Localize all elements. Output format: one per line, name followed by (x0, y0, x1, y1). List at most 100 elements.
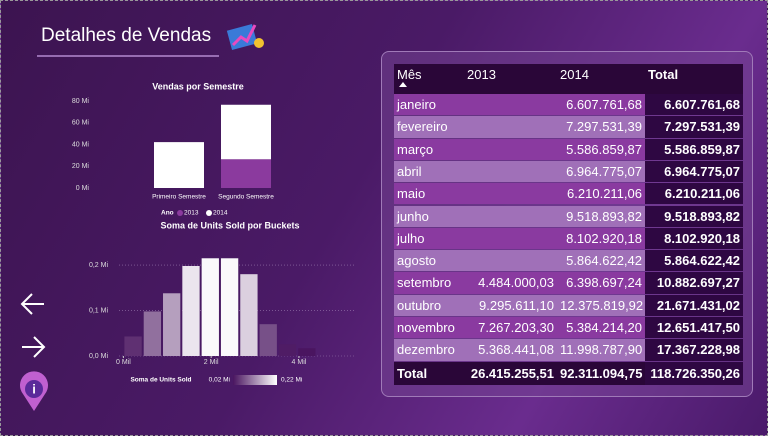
cell: 12.375.819,92 (557, 294, 645, 316)
cell: 9.295.611,10 (464, 294, 557, 316)
header-row: Mês 2013 2014 Total (394, 64, 755, 94)
legend-swatch (206, 210, 212, 216)
y-tick-label: 20 Mi (72, 163, 90, 170)
cell: 2014 (557, 64, 645, 94)
cell: 5.586.859,87 (645, 138, 743, 160)
legend-gradient (233, 375, 277, 385)
cell (464, 205, 557, 227)
cell (464, 94, 557, 116)
cell: 5.864.622,42 (645, 250, 743, 272)
cell: Total (394, 362, 464, 385)
cell: 8.102.920,18 (557, 227, 645, 250)
cell: 118.726.350,26 (645, 362, 743, 385)
x-tick-label: Primeiro Semestre (152, 194, 206, 201)
cell (464, 116, 557, 138)
bar-segment (221, 104, 271, 160)
histogram-bar (182, 266, 200, 356)
cell: 6.210.211,06 (645, 183, 743, 205)
info-button[interactable]: i (20, 371, 48, 411)
cell: 5.586.859,87 (557, 138, 645, 160)
cell: 11.998.787,90 (557, 339, 645, 361)
cell: 5.864.622,42 (557, 250, 645, 272)
legend-title: Ano (161, 210, 174, 217)
histogram-bar (220, 258, 239, 356)
histogram-bar (278, 344, 297, 356)
cell: 6.607.761,68 (645, 94, 743, 116)
cell: Total (645, 64, 743, 94)
cell: 9.518.893,82 (557, 205, 645, 227)
table-row: outubro 9.295.611,10 12.375.819,92 21.671.4… (394, 294, 755, 316)
legend-title: Soma de Units Sold (130, 377, 191, 384)
sales-table: Mês 2013 2014 Total janeiro 6.607.761,68 6.607… (381, 51, 753, 397)
cell: 12.651.417,50 (645, 317, 743, 339)
cell: 17.367.228,98 (645, 339, 743, 361)
cell: março (394, 138, 464, 160)
cell: 6.210.211,06 (557, 183, 645, 205)
histogram-bar (143, 311, 162, 356)
cell: 5.368.441,08 (464, 339, 557, 361)
chart-title: Soma de Units Sold por Buckets (160, 220, 299, 230)
page-title: Detalhes de Vendas (41, 25, 211, 46)
cell: 4.484.000,03 (464, 272, 557, 294)
cell: 6.607.761,68 (557, 94, 645, 116)
cell: setembro (394, 272, 464, 294)
table-row: setembro 4.484.000,03 6.398.697,24 10.882.6… (394, 272, 755, 294)
nav-back[interactable] (20, 293, 44, 315)
cell (464, 183, 557, 205)
cell: fevereiro (394, 116, 464, 138)
cell: abril (394, 160, 464, 183)
bar-segment (221, 159, 271, 188)
table-row: junho 9.518.893,82 9.518.893,82 (394, 205, 755, 227)
cell: Mês (394, 64, 464, 94)
cell: 8.102.920,18 (645, 227, 743, 250)
sort-arrow (399, 82, 407, 87)
cell: 6.398.697,24 (557, 272, 645, 294)
legend-label: 2013 (184, 210, 199, 217)
cell: junho (394, 205, 464, 227)
legend-label: 2014 (213, 210, 228, 217)
cell: 21.671.431,02 (645, 294, 743, 316)
y-tick-label: 0 Mi (76, 185, 90, 192)
nav-forward[interactable] (22, 336, 46, 358)
bar-segment (154, 142, 204, 188)
cell: 6.964.775,07 (557, 160, 645, 183)
legend-swatch (177, 210, 183, 216)
x-tick-label: 0 Mil (116, 359, 131, 366)
total-row: Total 26.415.255,51 92.311.094,75 118.726.3… (394, 362, 755, 385)
histogram-bar (124, 336, 142, 356)
chart-title: Vendas por Semestre (152, 81, 244, 91)
table-row: janeiro 6.607.761,68 6.607.761,68 (394, 94, 755, 116)
cell (464, 227, 557, 250)
table-row: maio 6.210.211,06 6.210.211,06 (394, 183, 755, 205)
x-tick-label: Segundo Semestre (218, 194, 274, 201)
cell: 7.267.203,30 (464, 317, 557, 339)
cell: 10.882.697,27 (645, 272, 743, 294)
histogram-bar (163, 293, 181, 356)
table-row: abril 6.964.775,07 6.964.775,07 (394, 160, 755, 183)
cell (464, 138, 557, 160)
cell: novembro (394, 317, 464, 339)
cell: 9.518.893,82 (645, 205, 743, 227)
cell (464, 250, 557, 272)
svg-text:i: i (32, 381, 36, 396)
table-row: fevereiro 7.297.531,39 7.297.531,39 (394, 116, 755, 138)
histogram-bar (259, 324, 277, 356)
cell: 7.297.531,39 (557, 116, 645, 138)
table-row: julho 8.102.920,18 8.102.920,18 (394, 227, 755, 250)
table-row: agosto 5.864.622,42 5.864.622,42 (394, 250, 755, 272)
y-tick-label: 80 Mi (72, 98, 90, 105)
table-row: março 5.586.859,87 5.586.859,87 (394, 138, 755, 160)
cell: 6.964.775,07 (645, 160, 743, 183)
legend-min: 0,02 Mi (209, 377, 230, 384)
x-tick-label: 2 Mil (204, 359, 219, 366)
y-tick-label: 0,2 Mi (89, 262, 109, 269)
cell: 7.297.531,39 (645, 116, 743, 138)
cell: janeiro (394, 94, 464, 116)
cell: 92.311.094,75 (557, 362, 645, 385)
cell (464, 160, 557, 183)
x-tick-label: 4 Mil (292, 359, 307, 366)
cell: julho (394, 227, 464, 250)
left-panel: Detalhes de Vendas i Vendas por Semestre… (20, 23, 356, 411)
cell: 5.384.214,20 (557, 317, 645, 339)
